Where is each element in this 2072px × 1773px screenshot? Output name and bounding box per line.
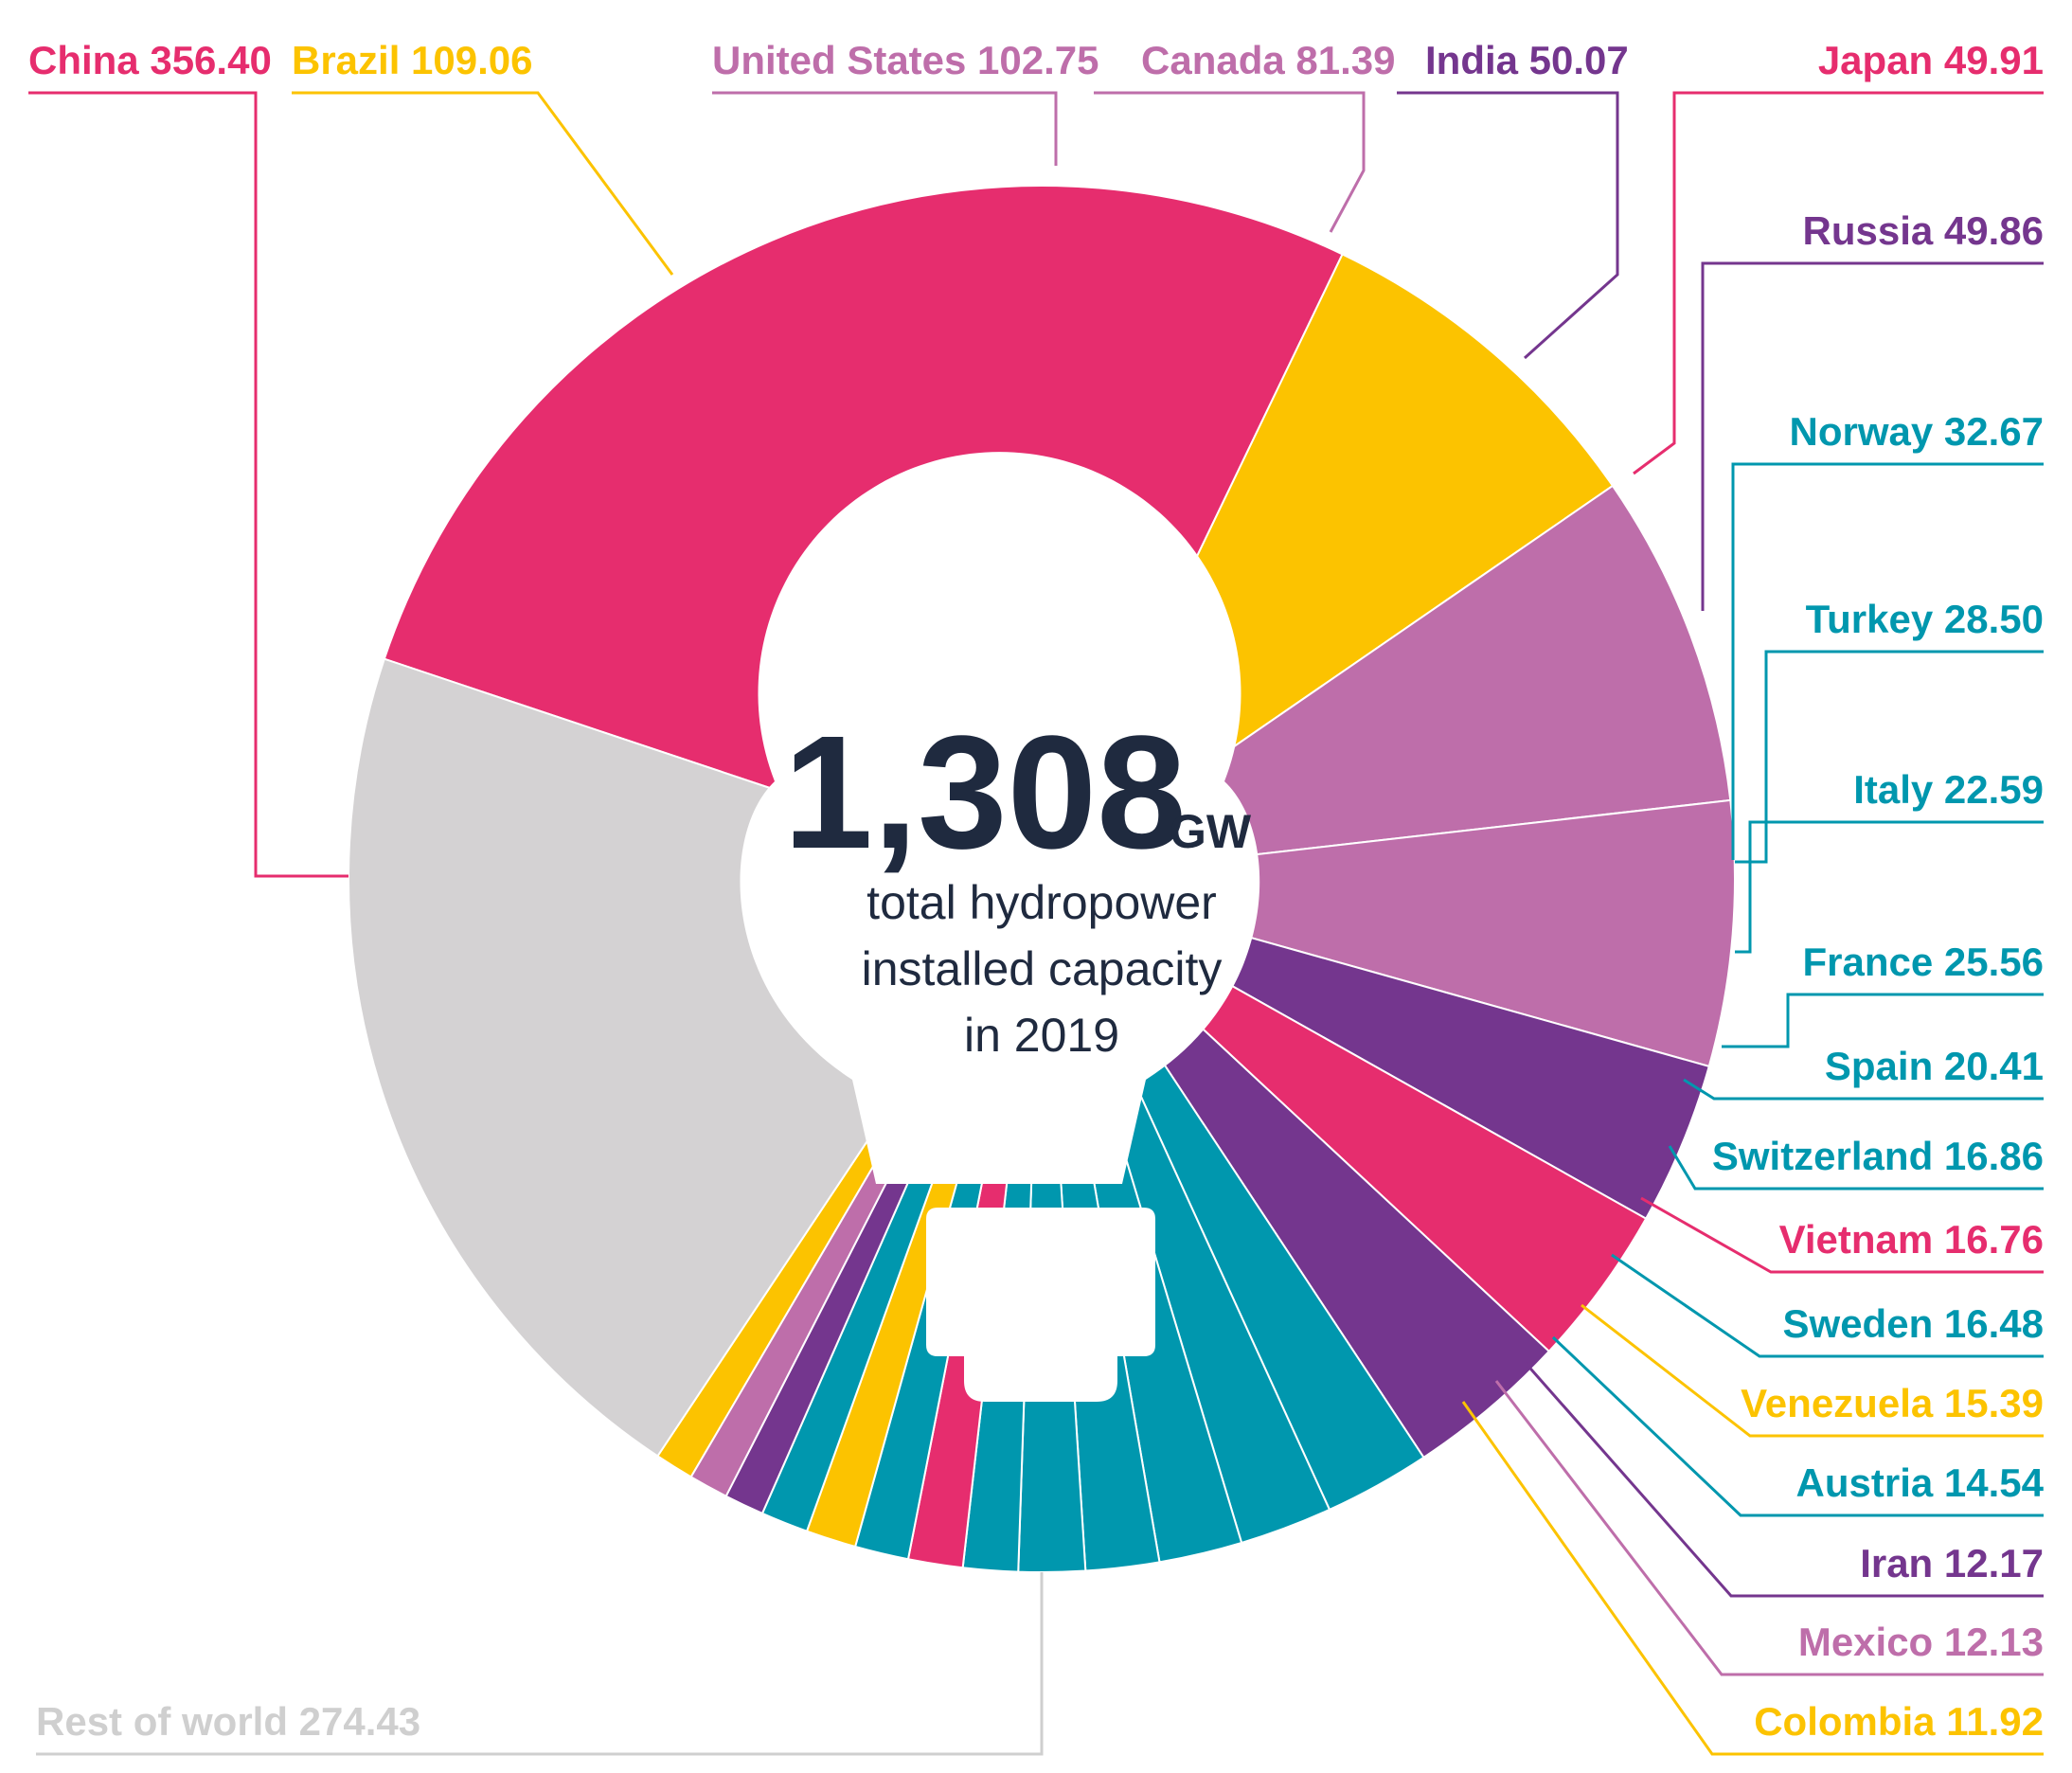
leader-line-turkey <box>1735 650 2044 864</box>
leader-line-russia <box>1701 261 2044 611</box>
label-canada: Canada 81.39 <box>1141 38 1396 82</box>
label-rest-of-world: Rest of world 274.43 <box>36 1699 420 1744</box>
label-austria: Austria 14.54 <box>1796 1460 2045 1505</box>
label-iran: Iran 12.17 <box>1860 1541 2044 1585</box>
leader-line-sweden <box>1611 1253 2044 1358</box>
total-value: 1,308 <box>783 703 1186 883</box>
leader-line-italy <box>1735 820 2044 954</box>
center-caption-line-2: installed capacity <box>862 942 1223 995</box>
label-mexico: Mexico 12.13 <box>1798 1620 2044 1664</box>
lightbulb-icon <box>740 452 1260 1402</box>
label-japan: Japan 49.91 <box>1818 38 2044 82</box>
leader-line-canada <box>1094 91 1366 233</box>
leader-line-china <box>28 91 348 878</box>
center-annotation: 1,308 GW total hydropower installed capa… <box>783 703 1252 1062</box>
label-italy: Italy 22.59 <box>1853 767 2044 812</box>
label-switzerland: Switzerland 16.86 <box>1712 1134 2044 1178</box>
leader-line-united-states <box>712 91 1058 166</box>
leader-line-venezuela <box>1581 1303 2044 1438</box>
leader-line-norway <box>1731 462 2044 860</box>
leader-line-france <box>1722 993 2044 1048</box>
label-spain: Spain 20.41 <box>1825 1044 2044 1088</box>
leader-line-colombia <box>1461 1401 2044 1756</box>
label-china: China 356.40 <box>28 38 272 82</box>
label-india: India 50.07 <box>1425 38 1629 82</box>
label-venezuela: Venezuela 15.39 <box>1741 1381 2044 1425</box>
center-caption-line-3: in 2019 <box>964 1009 1119 1062</box>
leader-line-austria <box>1551 1335 2044 1517</box>
total-unit: GW <box>1170 805 1252 858</box>
label-turkey: Turkey 28.50 <box>1806 597 2044 641</box>
label-colombia: Colombia 11.92 <box>1754 1699 2044 1744</box>
leader-line-brazil <box>292 91 674 276</box>
leader-line-spain <box>1683 1078 2044 1101</box>
leader-line-switzerland <box>1668 1145 2044 1191</box>
label-sweden: Sweden 16.48 <box>1783 1301 2044 1346</box>
center-caption-line-1: total hydropower <box>866 876 1217 929</box>
label-france: France 25.56 <box>1802 940 2044 984</box>
leader-line-japan <box>1633 91 2044 475</box>
country-labels: China 356.40 Brazil 109.06 United States 1… <box>28 38 2045 1744</box>
label-brazil: Brazil 109.06 <box>292 38 533 82</box>
label-russia: Russia 49.86 <box>1802 208 2044 253</box>
label-united-states: United States 102.75 <box>712 38 1099 82</box>
label-norway: Norway 32.67 <box>1790 409 2045 454</box>
leader-lines <box>28 91 2044 1756</box>
leader-line-mexico <box>1494 1380 2044 1676</box>
leader-line-india <box>1397 91 1619 360</box>
label-vietnam: Vietnam 16.76 <box>1779 1217 2044 1262</box>
leader-line-rest-of-world <box>36 1572 1044 1756</box>
leader-line-vietnam <box>1640 1196 2044 1274</box>
leader-line-iran <box>1523 1361 2044 1598</box>
